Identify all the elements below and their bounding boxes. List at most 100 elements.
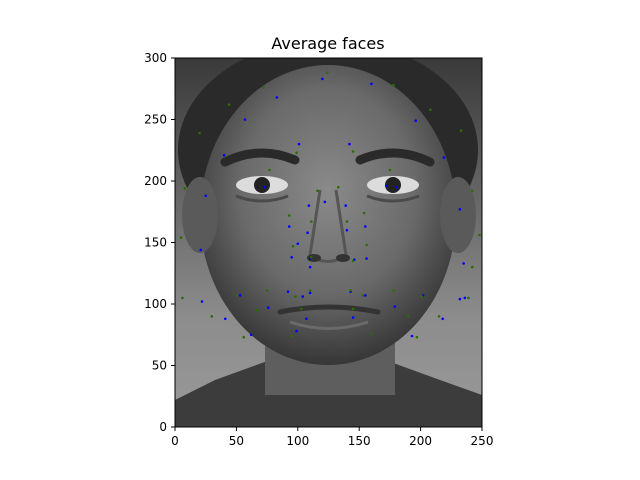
scatter-point-s0-17 — [345, 228, 349, 232]
scatter-point-s0-26 — [308, 265, 312, 269]
scatter-point-s1-26 — [467, 296, 470, 300]
scatter-point-s1-0 — [326, 71, 329, 75]
scatter-point-s1-35 — [290, 334, 294, 338]
scatter-point-s0-27 — [462, 262, 465, 265]
scatter-point-s0-8 — [442, 156, 446, 159]
y-tick-label-0: 0 — [159, 420, 167, 434]
scatter-point-s0-13 — [307, 204, 311, 207]
y-tick-label-3: 150 — [144, 236, 167, 250]
scatter-point-s1-17 — [310, 220, 313, 223]
scatter-point-s0-39 — [305, 317, 308, 321]
scatter-point-s1-3 — [227, 103, 231, 106]
scatter-point-s1-22 — [478, 233, 481, 237]
scatter-point-s1-25 — [181, 296, 184, 300]
scatter-point-s0-28 — [238, 294, 242, 297]
scatter-point-s1-11 — [183, 187, 187, 190]
scatter-point-s1-40 — [415, 335, 419, 339]
y-tick-label-4: 200 — [144, 174, 167, 188]
scatter-point-s1-8 — [351, 150, 355, 153]
scatter-point-s1-29 — [349, 289, 352, 292]
scatter-point-s0-19 — [364, 225, 367, 228]
scatter-point-s0-34 — [200, 300, 204, 303]
y-axis: 0 50 100 150 200 250 300 — [144, 51, 175, 434]
scatter-point-s1-7 — [295, 151, 298, 154]
scatter-point-s0-43 — [249, 333, 253, 337]
scatter-point-s0-21 — [199, 248, 203, 252]
scatter-point-s1-32 — [294, 295, 297, 298]
scatter-point-s0-3 — [243, 118, 247, 121]
scatter-point-s1-45 — [470, 265, 474, 269]
scatter-point-s0-41 — [441, 317, 445, 321]
scatter-point-s1-37 — [210, 315, 214, 318]
scatter-point-s1-23 — [310, 255, 313, 259]
scatter-point-s1-6 — [459, 129, 463, 132]
scatter-point-s1-14 — [470, 189, 474, 193]
scatter-point-s0-6 — [297, 142, 301, 146]
scatter-point-s0-5 — [222, 153, 226, 157]
scatter-point-s0-12 — [323, 200, 327, 204]
scatter-point-s0-18 — [306, 231, 309, 234]
x-tick-label-3: 150 — [348, 434, 371, 448]
scatter-point-s0-11 — [204, 194, 207, 198]
scatter-point-s0-46 — [384, 184, 388, 188]
scatter-point-s0-1 — [370, 82, 373, 86]
scatter-point-s1-39 — [242, 335, 246, 339]
scatter-point-s1-4 — [429, 108, 432, 111]
scatter-point-s1-44 — [255, 308, 259, 312]
scatter-point-s1-28 — [308, 289, 312, 292]
scatter-point-s0-22 — [290, 255, 294, 259]
scatter-point-s1-33 — [361, 294, 365, 297]
scatter-point-s0-15 — [458, 208, 462, 211]
scatter-point-s0-37 — [393, 305, 397, 308]
scatter-point-s1-34 — [420, 295, 424, 298]
scatter-point-s0-4 — [414, 119, 418, 122]
scatter-point-s0-40 — [351, 316, 355, 319]
scatter-point-s0-2 — [275, 96, 279, 99]
x-tick-label-2: 100 — [286, 434, 309, 448]
chart-title: Average faces — [271, 34, 384, 53]
x-tick-label-0: 0 — [171, 434, 179, 448]
scatter-point-s0-0 — [321, 77, 324, 81]
x-axis: 0 50 100 150 200 250 — [171, 427, 493, 448]
scatter-points — [179, 71, 481, 339]
scatter-point-s0-29 — [301, 295, 305, 298]
scatter-point-s0-35 — [458, 297, 462, 301]
scatter-point-s0-16 — [287, 225, 291, 228]
scatter-point-s1-24 — [351, 259, 355, 263]
scatter-point-s0-38 — [224, 317, 227, 321]
scatter-point-s1-36 — [370, 332, 373, 335]
scatter-point-s1-10 — [388, 168, 392, 172]
scatter-point-s1-1 — [262, 86, 265, 89]
scatter-point-s1-43 — [407, 315, 410, 318]
scatter-point-s1-38 — [437, 315, 441, 318]
scatter-point-s1-15 — [287, 214, 291, 217]
scatter-point-s0-20 — [296, 242, 300, 245]
y-tick-label-2: 100 — [144, 297, 167, 311]
x-tick-label-5: 250 — [471, 434, 494, 448]
y-tick-label-5: 250 — [144, 113, 167, 127]
scatter-point-s1-31 — [235, 294, 238, 297]
scatter-point-s0-36 — [267, 306, 270, 310]
scatter-point-s1-30 — [392, 289, 395, 292]
scatter-point-s1-13 — [337, 185, 340, 189]
face-image — [175, 58, 482, 427]
x-tick-label-1: 50 — [229, 434, 244, 448]
scatter-point-s0-14 — [344, 204, 348, 207]
scatter-point-s1-5 — [198, 131, 201, 135]
scatter-point-s1-27 — [265, 289, 269, 292]
scatter-point-s1-2 — [392, 83, 395, 87]
scatter-point-s1-41 — [300, 307, 303, 311]
scatter-point-s0-7 — [348, 142, 351, 146]
scatter-point-s1-42 — [351, 307, 355, 311]
x-tick-label-4: 200 — [409, 434, 432, 448]
scatter-point-s1-19 — [179, 236, 183, 239]
scatter-point-s1-21 — [365, 243, 368, 247]
scatter-point-s0-30 — [308, 291, 312, 295]
scatter-point-s0-44 — [410, 334, 414, 338]
scatter-point-s0-23 — [365, 257, 368, 260]
scatter-point-s1-12 — [316, 189, 319, 193]
y-tick-label-1: 50 — [152, 359, 167, 373]
scatter-point-s1-9 — [268, 168, 271, 172]
scatter-point-s0-45 — [463, 296, 467, 300]
